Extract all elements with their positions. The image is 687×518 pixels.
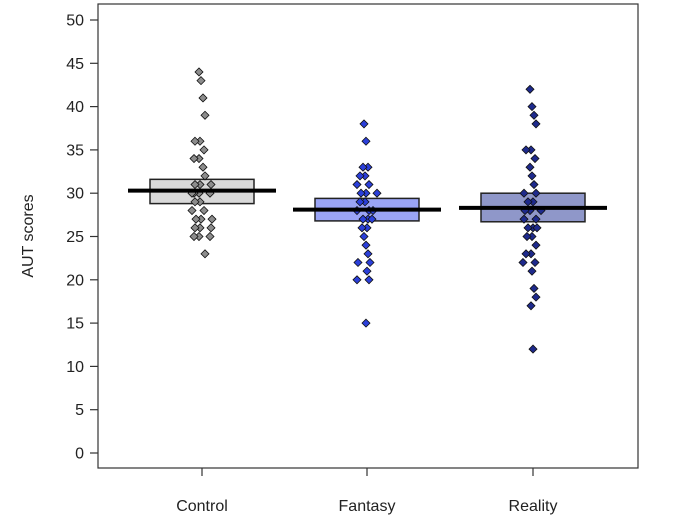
data-point [189, 153, 199, 164]
data-point [531, 188, 541, 198]
data-point [361, 136, 371, 146]
data-point [522, 231, 532, 242]
data-point [532, 223, 542, 233]
data-point [362, 266, 372, 276]
data-point [526, 301, 536, 311]
data-point [531, 240, 541, 250]
data-point [207, 214, 217, 224]
data-point [523, 197, 533, 207]
data-point [364, 275, 374, 285]
data-point [190, 136, 200, 146]
data-point [529, 110, 539, 120]
data-point [356, 188, 366, 198]
data-point [525, 84, 535, 94]
group-fantasy [293, 119, 441, 328]
data-point [358, 162, 368, 172]
data-point [530, 257, 540, 268]
data-point [363, 249, 373, 259]
data-point [367, 214, 377, 224]
x-tick-label: Reality [509, 498, 558, 515]
data-point [206, 223, 216, 233]
data-point [357, 223, 367, 233]
data-point [519, 188, 529, 198]
data-point [527, 266, 537, 276]
data-point [529, 179, 539, 190]
data-point [352, 179, 362, 190]
data-point [521, 249, 531, 259]
group-control [128, 67, 276, 259]
data-point [528, 344, 538, 354]
data-point [199, 205, 209, 216]
data-point [527, 171, 537, 181]
data-point [365, 257, 375, 268]
data-point [353, 257, 363, 268]
y-axis-title: AUT scores [20, 194, 37, 277]
y-tick-label: 25 [66, 229, 84, 246]
data-point [205, 231, 215, 242]
data-point [198, 93, 208, 103]
data-point [372, 188, 382, 198]
data-point [531, 214, 541, 224]
y-tick-label: 40 [66, 99, 84, 116]
data-point [194, 67, 204, 77]
data-point [190, 179, 200, 190]
data-point [359, 231, 369, 242]
data-point [352, 275, 362, 285]
data-point [364, 179, 374, 190]
data-point [361, 318, 371, 328]
group-reality [459, 84, 607, 354]
y-tick-label: 15 [66, 316, 84, 333]
data-point [525, 162, 535, 172]
y-tick-label: 0 [75, 446, 84, 463]
data-point [529, 283, 539, 294]
y-tick-label: 50 [66, 13, 84, 30]
data-point [200, 171, 210, 181]
y-tick-label: 10 [66, 359, 84, 376]
data-point [198, 162, 208, 172]
data-point [199, 145, 209, 155]
y-tick-label: 5 [75, 402, 84, 419]
y-tick-label: 35 [66, 142, 84, 159]
data-point [531, 292, 541, 302]
data-point [206, 179, 216, 190]
data-point [187, 205, 197, 216]
data-point [196, 76, 206, 86]
data-point [358, 214, 368, 224]
data-point [355, 197, 365, 207]
data-point [361, 240, 371, 250]
data-point [518, 257, 528, 268]
y-tick-label: 30 [66, 186, 84, 203]
data-point [200, 110, 210, 120]
x-tick-label: Fantasy [339, 498, 396, 515]
y-tick-label: 20 [66, 272, 84, 289]
data-point [530, 153, 540, 164]
data-point [355, 171, 365, 181]
data-point [521, 145, 531, 155]
data-point [523, 223, 533, 233]
data-point [359, 119, 369, 129]
data-point [190, 197, 200, 207]
x-tick-label: Control [176, 498, 228, 515]
data-point [200, 249, 210, 259]
y-tick-label: 45 [66, 56, 84, 73]
groups [128, 67, 607, 354]
data-point [519, 214, 529, 224]
data-point [190, 223, 200, 233]
x-axis: Control Fantasy Reality [176, 468, 557, 515]
y-axis: 0 5 10 15 20 25 30 35 40 45 50 [66, 13, 98, 463]
data-point [189, 231, 199, 242]
data-point [191, 214, 201, 224]
data-point [531, 119, 541, 129]
data-point [527, 102, 537, 112]
